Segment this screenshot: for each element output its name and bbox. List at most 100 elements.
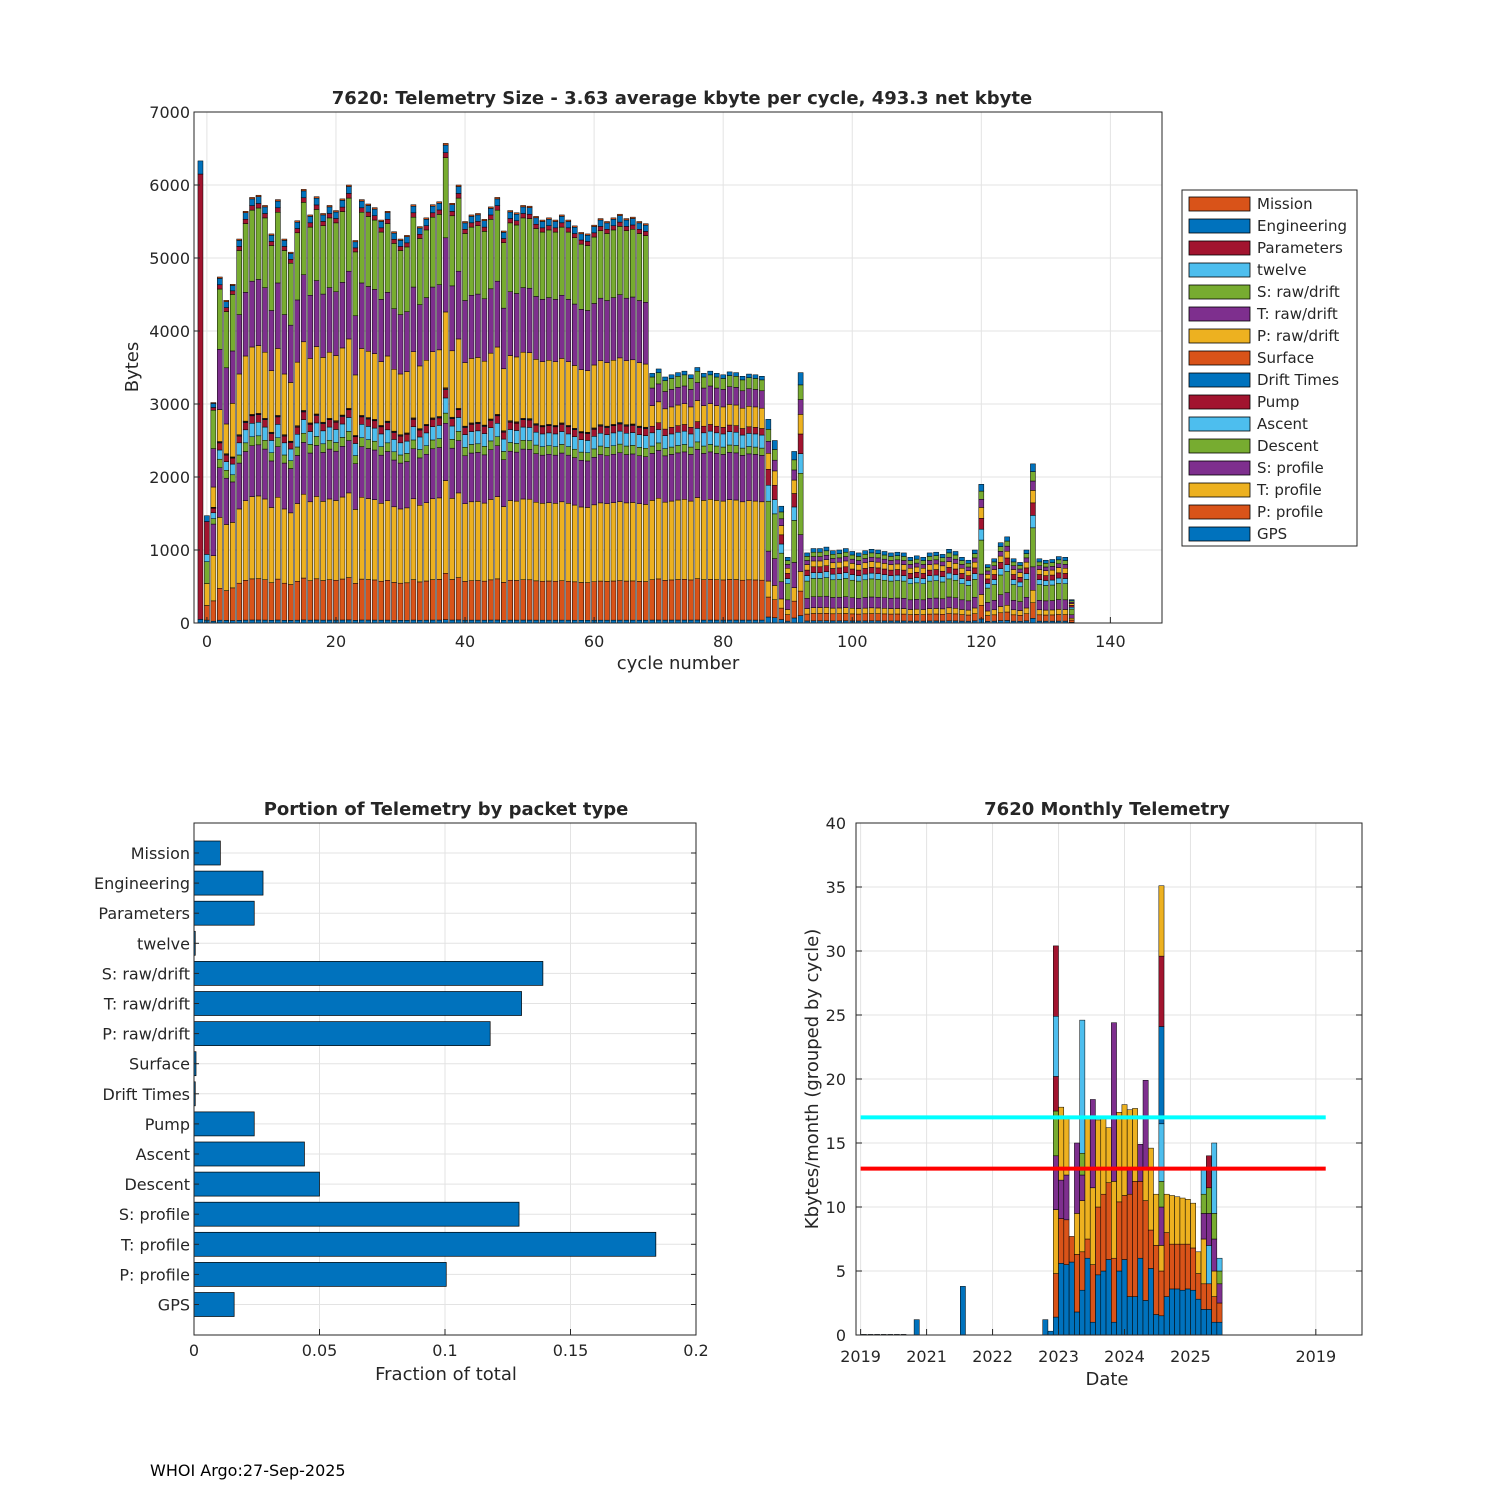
bar-segment [268,452,275,462]
bar-segment [597,425,604,434]
bar-segment [733,452,739,501]
bar-segment [1216,1302,1223,1323]
bar-segment [552,426,559,435]
bar-segment [830,579,836,598]
cycle-bar [262,205,268,624]
bar-segment [565,361,572,426]
bar-segment [1211,1238,1218,1272]
bar-segment [752,454,759,502]
bar-segment [584,241,591,246]
cycle-bar [333,210,339,624]
bar-segment [843,613,849,622]
bar-segment [668,579,675,621]
bar-segment [997,574,1004,595]
bar-segment [642,363,649,428]
cycle-bar [436,201,442,624]
bar-segment [965,575,972,581]
bar-segment [468,580,475,621]
bar-segment [1079,1200,1086,1253]
bar-segment [559,216,565,224]
bar-segment [520,287,526,353]
bar-segment [294,361,301,427]
bar-segment [623,226,630,231]
bar-segment [307,216,313,224]
bar-segment [817,556,823,562]
bar-segment [939,581,946,600]
bar-segment [584,582,591,621]
bar-segment [262,217,268,288]
bar-segment [326,205,333,208]
bar-segment [365,351,372,418]
y-tick-label: 35 [826,878,846,897]
bar-segment [746,406,752,428]
bar-segment [952,554,959,560]
category-label: P: raw/drift [102,1025,190,1044]
bar-segment [636,233,643,301]
bar-segment [681,499,688,580]
bar-segment [1023,557,1030,563]
bar-segment [1004,592,1010,606]
packet-portion-chart: 0 0.05 0.1 0.15 0.2MissionEngineeringParamet… [94,799,709,1385]
bar-segment [210,523,217,556]
bar-segment [1004,611,1010,621]
bar-segment [288,584,294,621]
bar-segment [494,445,501,497]
x-tick-label: 0.05 [302,1341,338,1360]
bar-segment [346,431,352,441]
bar-segment [855,575,862,582]
bar-segment [849,554,856,560]
month-bar [1200,1168,1207,1336]
month-bar [1132,1108,1138,1336]
bar-segment [559,501,565,581]
bar-segment [475,293,481,358]
bar-segment [946,552,952,558]
bar-segment [888,564,894,571]
bar-segment [765,550,772,582]
cycle-bar [268,233,275,624]
bar-segment [281,246,288,251]
bar-segment [352,443,359,456]
bar-segment [901,560,907,565]
bar-segment [959,557,965,561]
bar-segment [675,376,681,388]
bar-segment [894,597,901,609]
bar-segment [1055,609,1062,615]
x-tick-label: 2019 [1295,1347,1336,1366]
bar-segment [901,580,907,599]
bar-segment [249,445,255,497]
bar-segment [939,608,946,615]
bar-segment [539,299,546,362]
bar-segment [281,582,288,621]
cycle-bar [494,197,501,624]
bar-segment [578,432,584,440]
bar-segment [391,459,397,508]
bar-segment [675,499,681,580]
bar-segment [591,364,597,429]
bar-segment [378,503,384,582]
bar-segment [804,575,810,582]
bar-segment [784,609,791,615]
bar-segment [894,574,901,581]
cycle-bar [223,300,230,624]
bar-segment [1174,1288,1181,1336]
bar-segment [520,579,526,621]
bar-segment [449,285,455,352]
bar-segment [914,566,920,573]
bar-segment [1068,614,1075,619]
bar-segment [249,280,255,348]
bar-segment [630,296,636,361]
bar-segment [571,448,578,458]
bar-segment [378,299,384,362]
bar-segment [972,561,978,569]
bar-segment [449,425,455,440]
bar-segment [423,453,430,503]
bar-segment [604,581,610,621]
bar-segment [946,572,952,580]
bar-segment [1074,1142,1080,1214]
bar-segment [1200,1283,1207,1310]
bar-segment [907,614,914,622]
bar-segment [359,496,365,580]
bar-segment [488,219,494,290]
bar-segment [797,384,804,400]
cycle-bar [326,205,333,624]
